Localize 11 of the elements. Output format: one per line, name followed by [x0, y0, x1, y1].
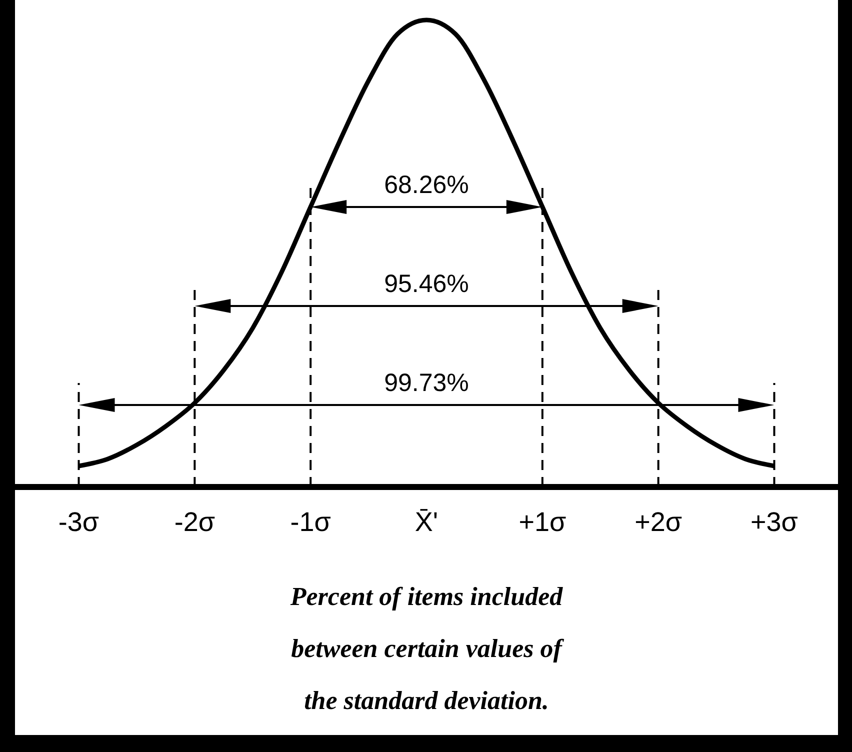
text: Percent of items included between certain values of the standard deviation.	[289, 582, 564, 715]
x-tick-label: +2σ	[634, 507, 682, 537]
x-tick-label: -3σ	[58, 507, 100, 537]
annotation: 99.73%	[384, 369, 469, 397]
x-tick-label: X̄'	[414, 507, 438, 537]
x-tick-label: +3σ	[750, 507, 798, 537]
x-tick-label: -2σ	[174, 507, 216, 537]
annotation: 95.46%	[384, 270, 469, 298]
annotation: 68.26%	[384, 171, 469, 199]
x-tick-label: -1σ	[290, 507, 332, 537]
x-tick-label: +1σ	[518, 507, 566, 537]
